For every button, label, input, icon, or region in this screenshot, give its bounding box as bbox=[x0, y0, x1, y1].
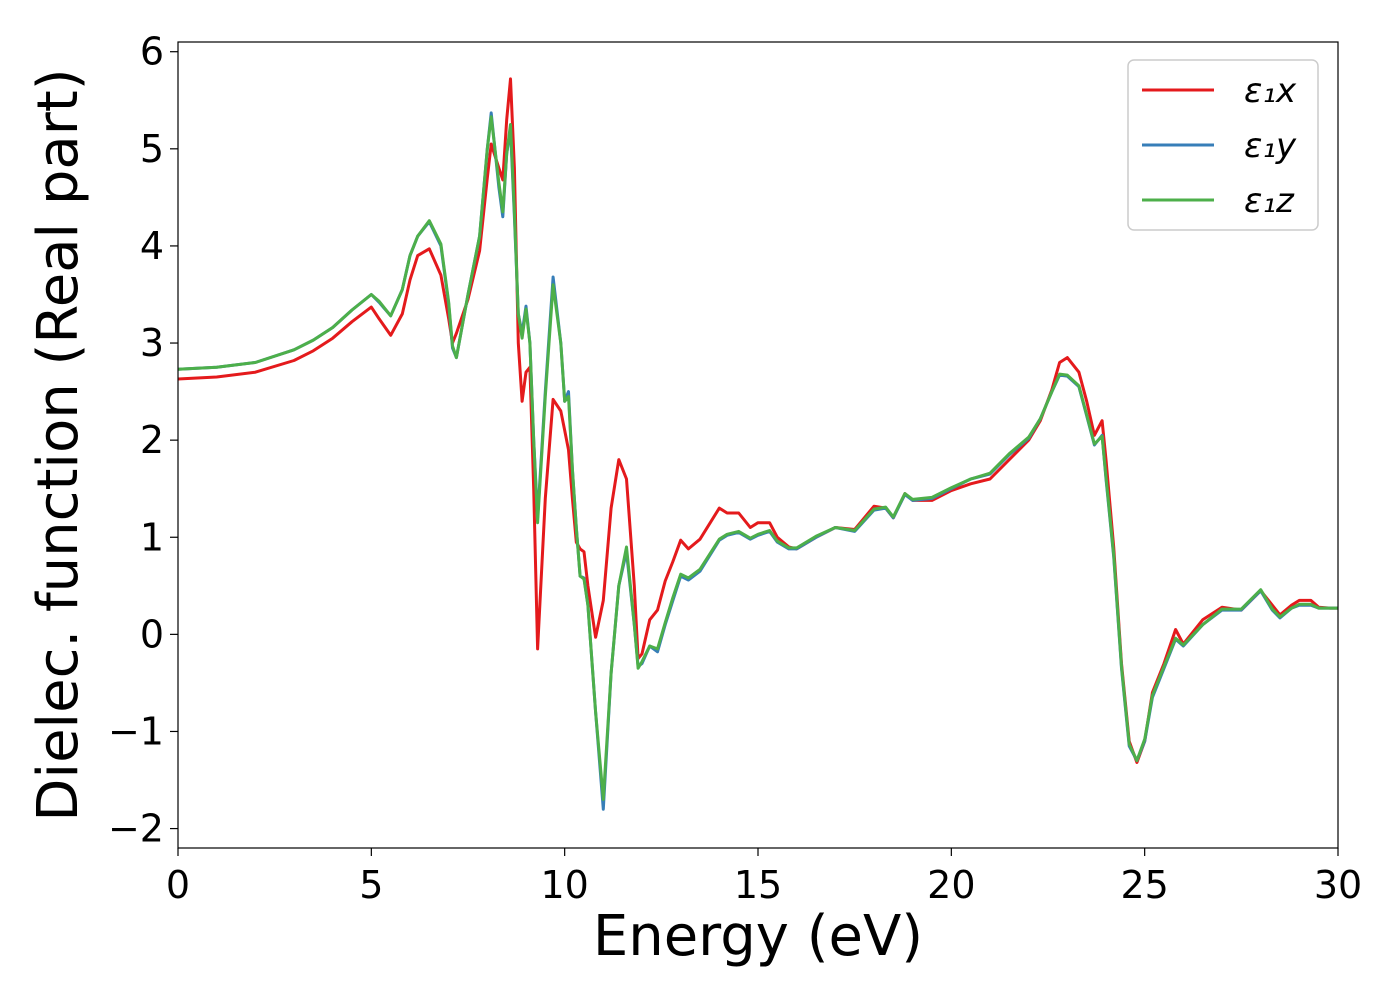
y-tick-label: −2 bbox=[108, 807, 164, 851]
y-tick-label: 2 bbox=[140, 418, 164, 462]
y-axis-ticks: −2 −1 0 1 2 3 4 5 6 bbox=[108, 30, 178, 851]
x-tick-label: 20 bbox=[927, 863, 975, 907]
y-tick-label: 0 bbox=[140, 612, 164, 656]
x-tick-label: 5 bbox=[359, 863, 383, 907]
legend-label: ε₁x bbox=[1244, 71, 1297, 111]
legend: ε₁x ε₁y ε₁z bbox=[1127, 59, 1319, 231]
y-tick-label: 3 bbox=[140, 321, 164, 365]
y-tick-label: 6 bbox=[140, 30, 164, 74]
y-tick-label: 1 bbox=[140, 515, 164, 559]
x-tick-label: 15 bbox=[734, 863, 782, 907]
x-axis-title: Energy (eV) bbox=[593, 904, 923, 969]
series-line-2 bbox=[177, 115, 1338, 801]
x-tick-label: 10 bbox=[540, 863, 588, 907]
series-lines bbox=[177, 77, 1338, 811]
x-tick-label: 30 bbox=[1314, 863, 1362, 907]
legend-label: ε₁z bbox=[1244, 181, 1295, 221]
x-tick-label: 25 bbox=[1120, 863, 1168, 907]
legend-box bbox=[1127, 59, 1319, 231]
y-tick-label: 4 bbox=[140, 224, 164, 268]
x-tick-label: 0 bbox=[166, 863, 190, 907]
y-axis-title: Dielec. function (Real part) bbox=[26, 68, 91, 821]
y-tick-label: −1 bbox=[108, 709, 164, 753]
y-tick-label: 5 bbox=[140, 127, 164, 171]
legend-label: ε₁y bbox=[1244, 126, 1297, 166]
x-axis-ticks: 0 5 10 15 20 25 30 bbox=[166, 848, 1362, 907]
